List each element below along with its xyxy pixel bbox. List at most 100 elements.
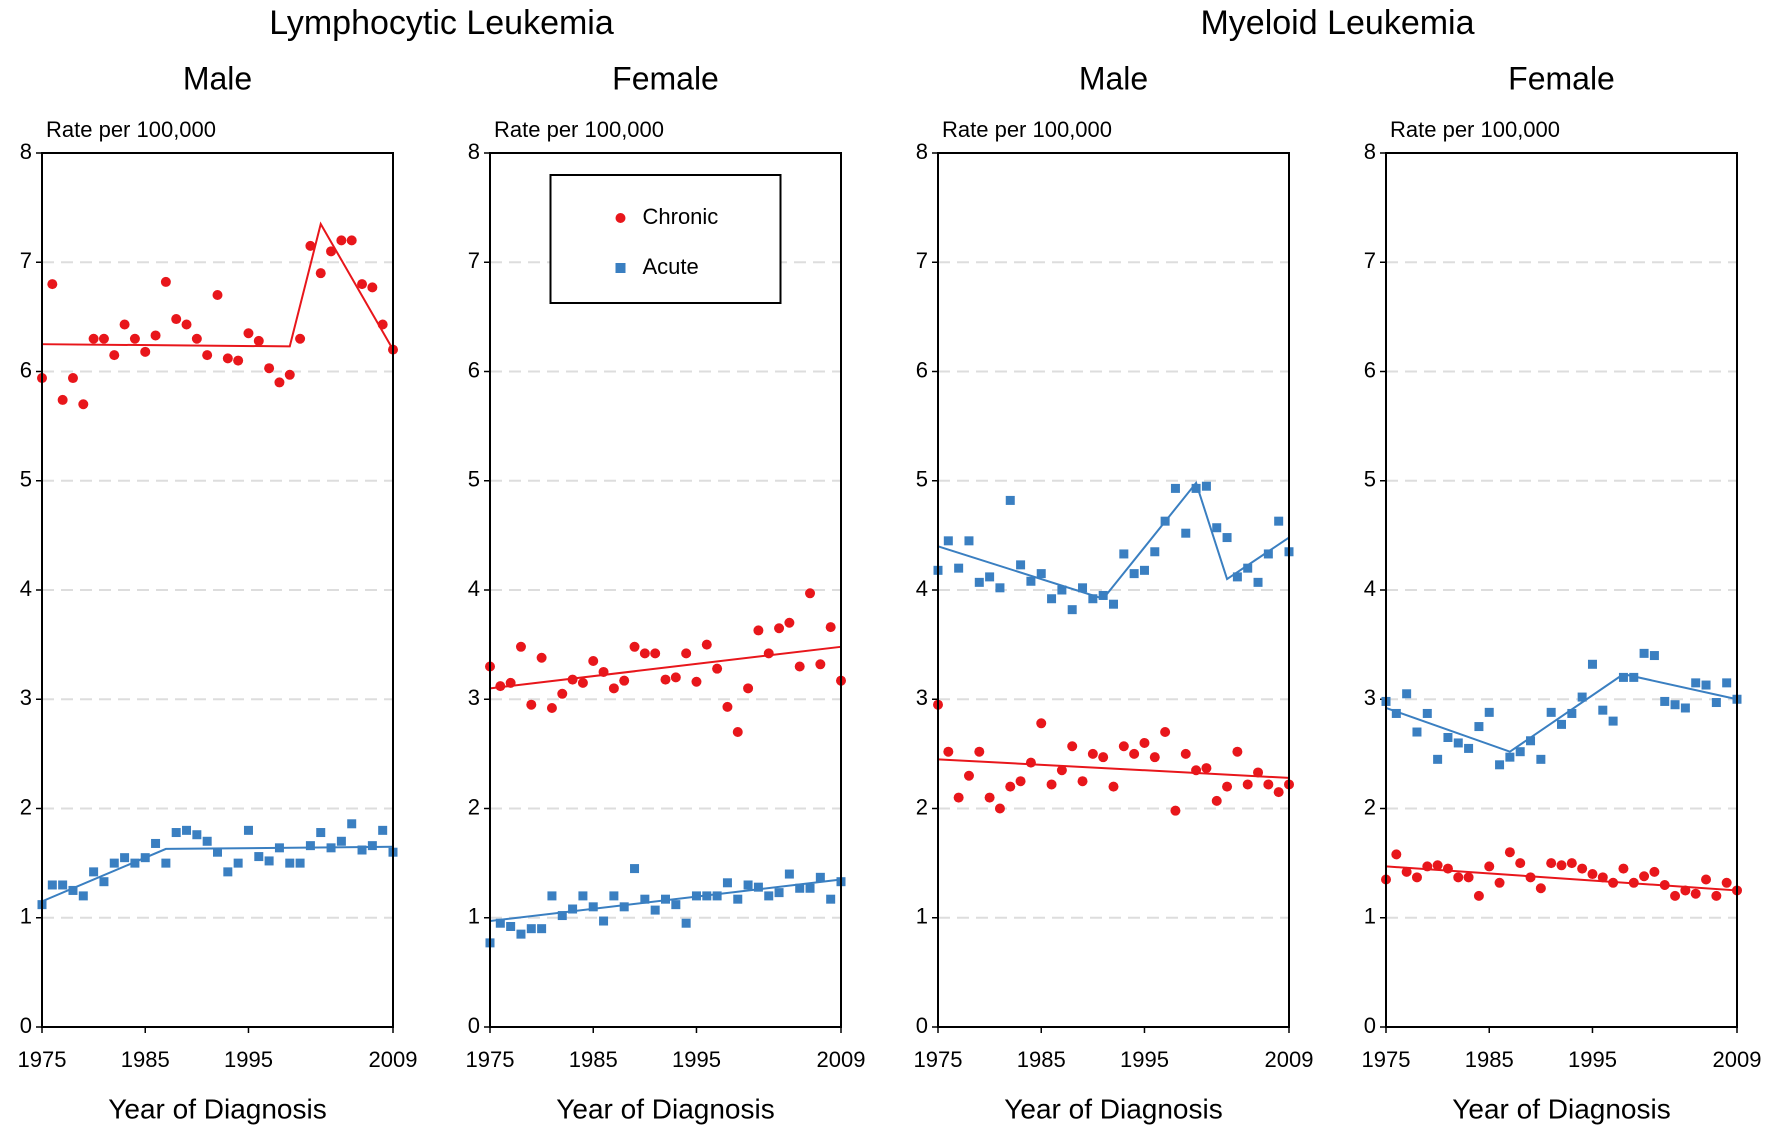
point [1150, 547, 1160, 557]
point [568, 904, 578, 914]
point [629, 641, 640, 652]
point [243, 825, 253, 835]
point [161, 858, 171, 868]
point [1160, 516, 1170, 526]
x-tick-label: 1975 [1362, 1047, 1411, 1072]
point [295, 333, 306, 344]
point [1243, 563, 1253, 573]
y-axis-label: Rate per 100,000 [494, 117, 664, 142]
point [1649, 866, 1660, 877]
point [171, 828, 181, 838]
point [78, 891, 88, 901]
x-tick-label: 1995 [672, 1047, 721, 1072]
point [1046, 779, 1057, 790]
point [1597, 872, 1608, 883]
point [526, 924, 536, 934]
point [536, 652, 547, 663]
point [1263, 779, 1274, 790]
point [1587, 869, 1598, 880]
y-tick-label: 5 [468, 467, 480, 492]
point [1494, 877, 1505, 888]
point [1546, 858, 1557, 869]
point [1536, 754, 1546, 764]
y-tick-label: 8 [1364, 139, 1376, 164]
y-tick-label: 7 [468, 248, 480, 273]
point [661, 894, 670, 904]
point [1442, 863, 1453, 874]
point [1088, 594, 1098, 604]
point [243, 328, 254, 339]
legend-marker [615, 213, 626, 223]
panel-title: Female [612, 60, 719, 96]
point [1618, 863, 1629, 874]
y-tick-label: 3 [468, 685, 480, 710]
point [516, 929, 526, 939]
point [547, 891, 557, 901]
point [826, 894, 836, 904]
point [701, 639, 712, 650]
plot-frame [1385, 152, 1738, 1028]
point [326, 843, 336, 853]
point [1453, 738, 1463, 748]
point [1015, 776, 1026, 787]
point [140, 853, 150, 863]
y-tick-label: 7 [1364, 248, 1376, 273]
point [1701, 680, 1711, 690]
point [233, 355, 244, 366]
point [1721, 877, 1732, 888]
point [357, 845, 367, 855]
point [120, 853, 130, 863]
point [670, 672, 681, 683]
point [1670, 890, 1681, 901]
point [1391, 708, 1401, 718]
point [1181, 528, 1191, 538]
point [140, 346, 151, 357]
y-tick-label: 2 [468, 794, 480, 819]
y-tick-label: 1 [468, 904, 480, 929]
point [213, 847, 222, 857]
point [1057, 585, 1067, 595]
point [347, 819, 357, 829]
point [326, 246, 337, 257]
point [1402, 689, 1412, 699]
x-axis-label: Year of Diagnosis [556, 1093, 774, 1124]
point [1525, 872, 1536, 883]
x-tick-label: 1985 [569, 1047, 618, 1072]
point [1422, 708, 1432, 718]
point [1047, 594, 1057, 604]
point [1098, 752, 1109, 763]
legend-marker [615, 263, 626, 273]
point [367, 841, 377, 851]
y-tick-label: 8 [20, 139, 32, 164]
point [274, 377, 285, 388]
point [619, 675, 630, 686]
y-tick-label: 5 [1364, 467, 1376, 492]
point [1149, 752, 1160, 763]
y-tick-label: 0 [468, 1013, 480, 1038]
point [1443, 732, 1453, 742]
point [1139, 737, 1150, 748]
point [995, 583, 1005, 593]
point [1639, 871, 1650, 882]
point [963, 770, 974, 781]
point [1463, 872, 1474, 883]
point [578, 891, 588, 901]
point [964, 536, 974, 546]
point [784, 869, 794, 879]
point [1211, 795, 1222, 806]
point [753, 625, 764, 636]
point [285, 858, 295, 868]
point [722, 878, 732, 888]
point [316, 828, 326, 838]
point [119, 319, 130, 330]
point [1453, 872, 1464, 883]
point [825, 622, 836, 633]
point [68, 885, 78, 895]
legend-box [549, 174, 782, 304]
point [671, 900, 681, 910]
point [1391, 849, 1402, 860]
point [1067, 741, 1078, 752]
point [1077, 776, 1088, 787]
point [1701, 874, 1712, 885]
